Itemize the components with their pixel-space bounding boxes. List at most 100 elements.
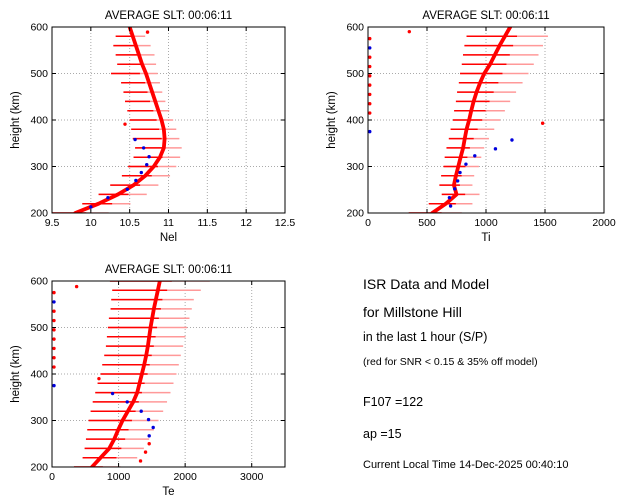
accepted-point xyxy=(134,178,138,183)
accepted-point xyxy=(89,205,93,209)
svg-text:11: 11 xyxy=(163,217,174,229)
rejected-point xyxy=(52,356,56,360)
data-points xyxy=(368,29,545,208)
rejected-point xyxy=(540,121,545,125)
svg-text:1000: 1000 xyxy=(107,471,131,483)
info-subtitle: in the last 1 hour (S/P) xyxy=(363,330,488,344)
tick-labels: 9.5 10 10.5 11 11.5 12 12.5 200 300 400 500 600 xyxy=(30,22,295,230)
svg-text:200: 200 xyxy=(30,208,48,220)
model-curve xyxy=(90,281,162,467)
svg-text:500: 500 xyxy=(30,322,48,334)
rejected-point xyxy=(97,376,101,381)
svg-text:2000: 2000 xyxy=(173,471,197,483)
info-title-line-1: ISR Data and Model xyxy=(363,276,490,292)
accepted-point xyxy=(139,409,143,413)
accepted-point xyxy=(146,417,151,422)
accepted-point xyxy=(141,146,146,150)
rejected-point xyxy=(52,309,56,313)
accepted-point xyxy=(455,179,460,183)
accepted-point xyxy=(447,195,452,200)
tick-labels: 0 1000 2000 3000 200 300 400 500 600 xyxy=(30,276,263,484)
info-f107-value: F107 =122 xyxy=(363,395,424,409)
svg-text:11.5: 11.5 xyxy=(197,217,217,229)
accepted-point xyxy=(368,129,372,134)
y-axis-label: height (km) xyxy=(10,91,22,149)
data-points xyxy=(89,30,151,209)
svg-text:200: 200 xyxy=(30,462,48,474)
svg-text:9.5: 9.5 xyxy=(45,217,60,229)
svg-text:200: 200 xyxy=(346,208,364,220)
info-ap-value: ap =15 xyxy=(363,427,402,441)
rejected-point xyxy=(52,318,56,323)
info-panel: ISR Data and Model for Millstone Hill in… xyxy=(312,252,624,504)
rejected-point xyxy=(368,102,372,106)
svg-text:300: 300 xyxy=(30,161,48,173)
te-profile-chart: 0 1000 2000 3000 200 300 400 500 600 AVERAGE SLT:… xyxy=(10,264,286,498)
rejected-point xyxy=(145,30,150,34)
accepted-point xyxy=(473,154,477,158)
model-curve xyxy=(430,27,513,213)
chart-title: AVERAGE SLT: 00:06:11 xyxy=(105,10,232,22)
tick-marks xyxy=(51,280,285,468)
y-axis-label: height (km) xyxy=(326,91,338,149)
rejected-point xyxy=(368,55,372,59)
accepted-point xyxy=(368,46,372,50)
accepted-point xyxy=(147,155,151,159)
rejected-point xyxy=(52,346,56,351)
svg-text:1500: 1500 xyxy=(533,217,557,229)
rejected-point xyxy=(52,337,56,341)
error-bars xyxy=(408,35,548,213)
rejected-point xyxy=(74,284,79,289)
rejected-point xyxy=(368,111,372,115)
accepted-point xyxy=(52,300,56,304)
rejected-point xyxy=(123,122,127,126)
svg-text:3000: 3000 xyxy=(240,471,264,483)
model-curve xyxy=(73,27,167,213)
svg-text:600: 600 xyxy=(346,22,364,34)
chart-title: AVERAGE SLT: 00:06:11 xyxy=(105,264,232,276)
accepted-point xyxy=(145,162,149,167)
ti-profile-chart: 0 500 1000 1500 2000 200 300 400 500 600 AVERAGE S… xyxy=(326,10,616,244)
chart-title: AVERAGE SLT: 00:06:11 xyxy=(422,10,549,22)
svg-text:400: 400 xyxy=(30,115,48,127)
svg-text:600: 600 xyxy=(30,276,48,288)
svg-text:0: 0 xyxy=(365,217,371,229)
info-title-line-2: for Millstone Hill xyxy=(363,304,462,320)
rejected-point xyxy=(368,92,372,97)
rejected-point xyxy=(368,83,372,87)
svg-text:500: 500 xyxy=(418,217,436,229)
svg-text:12.5: 12.5 xyxy=(275,217,296,229)
y-axis-label: height (km) xyxy=(10,345,22,403)
tick-marks xyxy=(51,26,286,214)
x-axis-label: Nel xyxy=(160,232,177,244)
accepted-point xyxy=(453,187,457,191)
rejected-point xyxy=(138,459,143,463)
rejected-point xyxy=(368,64,372,69)
accepted-point xyxy=(147,434,151,438)
rejected-point xyxy=(143,450,148,454)
data-points xyxy=(52,284,155,463)
x-axis-label: Te xyxy=(162,486,174,498)
info-local-time: Current Local Time 14-Dec-2025 00:40:10 xyxy=(363,459,569,471)
accepted-point xyxy=(110,391,115,396)
rejected-point xyxy=(52,365,56,369)
accepted-point xyxy=(52,383,56,388)
accepted-point xyxy=(448,204,453,208)
svg-text:500: 500 xyxy=(30,68,48,80)
accepted-point xyxy=(125,187,130,191)
svg-text:600: 600 xyxy=(30,22,48,34)
accepted-point xyxy=(106,195,110,200)
accepted-point xyxy=(493,147,498,151)
svg-text:10: 10 xyxy=(85,217,97,229)
svg-text:10.5: 10.5 xyxy=(119,217,140,229)
tick-labels: 0 500 1000 1500 2000 200 300 400 500 600 xyxy=(346,22,615,230)
accepted-point xyxy=(510,138,514,142)
svg-text:300: 300 xyxy=(30,415,48,427)
svg-text:1000: 1000 xyxy=(474,217,498,229)
accepted-point xyxy=(139,170,144,175)
svg-text:2000: 2000 xyxy=(592,217,616,229)
info-note: (red for SNR < 0.15 & 35% off model) xyxy=(363,356,538,368)
svg-text:500: 500 xyxy=(346,68,364,80)
svg-text:0: 0 xyxy=(49,471,55,483)
